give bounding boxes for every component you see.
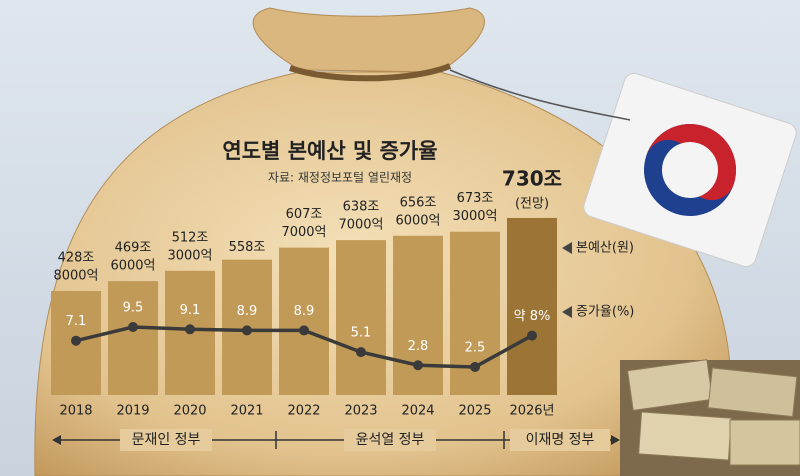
rate-label: 2.8 [408, 339, 429, 354]
period-label-bg [344, 429, 436, 451]
bar [279, 247, 329, 395]
value-label: 512조 [172, 230, 209, 245]
rate-point [527, 330, 537, 341]
x-tick-label: 2020 [173, 404, 206, 419]
x-tick-label: 2019 [116, 404, 149, 419]
period-label: 윤석열 정부 [356, 432, 425, 448]
x-tick-label: 2022 [287, 404, 320, 419]
tag-string [449, 69, 631, 121]
rate-point [413, 360, 423, 371]
value-label: 638조 [343, 200, 380, 215]
x-tick-label: 2018 [59, 404, 92, 419]
value-label: 607조 [286, 207, 323, 222]
value-label: 656조 [400, 195, 437, 210]
money-pile [620, 359, 800, 476]
rate-label: 7.1 [66, 314, 87, 329]
legend-marker [562, 242, 572, 254]
period-label: 문재인 정부 [132, 432, 201, 448]
tag [583, 72, 797, 268]
value-label: 558조 [229, 240, 266, 255]
bar [507, 217, 557, 395]
sack-rope [289, 63, 452, 82]
x-tick-label: 2024 [401, 404, 434, 419]
plot: 428조 8000억 469조 6000억 512조 3000억 558조 607조 7000억… [51, 166, 634, 451]
rate-label: 8.9 [294, 304, 315, 319]
value-label: 673조 [457, 191, 494, 206]
bar [336, 240, 386, 395]
rate-label: 9.1 [180, 303, 201, 318]
annotation: (전망) [515, 196, 549, 211]
rate-point [71, 335, 81, 346]
x-tick-label: 2021 [230, 404, 263, 419]
value-label: 428조 [58, 251, 95, 266]
legend-label: 증가율(%) [576, 305, 634, 320]
value-label: 3000억 [167, 248, 212, 263]
timeline-arrow [52, 435, 61, 445]
rate-point [128, 322, 138, 332]
x-tick-label: 2025 [458, 404, 491, 419]
period-label-bg [120, 429, 212, 451]
rate-point [242, 325, 252, 336]
value-label: 6000억 [395, 213, 440, 228]
rate-label: 약 8% [514, 309, 551, 324]
value-label: 469조 [115, 241, 152, 256]
rate-label: 2.5 [465, 340, 486, 355]
chart-subtitle: 자료: 재정정보포털 열린재정 [268, 171, 412, 185]
period-label-bg [510, 429, 610, 451]
rate-label: 8.9 [237, 304, 258, 319]
x-tick-label: 2023 [344, 404, 377, 419]
timeline-arrow [611, 435, 620, 445]
rate-label: 9.5 [123, 301, 144, 316]
rate-point [185, 324, 195, 335]
value-label: 7000억 [338, 218, 383, 233]
bar [108, 281, 158, 395]
legend-label: 본예산(원) [576, 241, 634, 256]
value-label: 6000억 [110, 259, 155, 274]
bar [393, 235, 443, 395]
period-label: 이재명 정부 [526, 432, 595, 448]
x-tick-label: 2026년 [509, 404, 554, 419]
rate-point [356, 347, 366, 358]
sack-neck [252, 7, 485, 73]
value-label: 3000억 [452, 209, 497, 224]
rate-label: 5.1 [351, 326, 372, 341]
rate-point [299, 325, 309, 336]
value-label: 7000억 [281, 225, 326, 240]
chart-title: 연도별 본예산 및 증가율 [222, 139, 437, 163]
value-label: 730조 [502, 166, 562, 190]
rate-point [470, 361, 480, 372]
value-label: 8000억 [53, 269, 98, 284]
legend-marker [562, 306, 572, 318]
